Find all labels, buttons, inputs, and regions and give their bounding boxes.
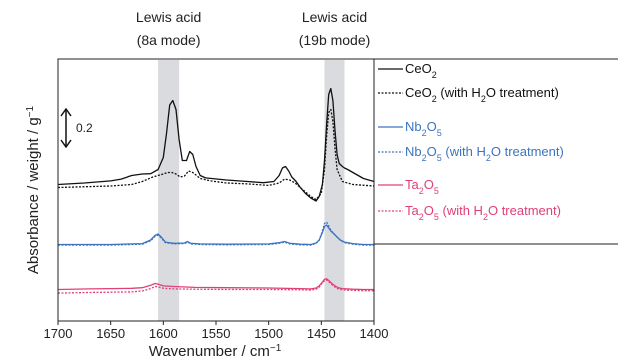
x-tick-label-1600: 1600	[149, 326, 178, 341]
x-tick-label-1550: 1550	[202, 326, 231, 341]
x-axis-ticks: 1700 1650 1600 1550 1500 1450 1400	[44, 321, 389, 341]
band-1	[158, 60, 180, 321]
band-label-2-line1: Lewis acid	[302, 9, 367, 25]
series-line-2	[57, 108, 375, 201]
x-tick-label-1400: 1400	[360, 326, 389, 341]
legend-label-4: Nb2O5 (with H2O treatment)	[405, 144, 564, 163]
highlight-bands	[158, 60, 345, 321]
band-label-2-line2: (19b mode)	[299, 32, 371, 48]
series-line-6	[57, 279, 374, 294]
series-line-5	[57, 278, 374, 291]
legend-label-5: Ta2O5	[405, 177, 439, 196]
scale-bar-label: 0.2	[76, 121, 93, 135]
band-label-1-line1: Lewis acid	[136, 9, 201, 25]
series-lines	[57, 87, 375, 294]
legend-label-2: CeO2 (with H2O treatment)	[405, 85, 559, 104]
scale-bar-arrow-up	[60, 107, 72, 117]
x-tick-label-1650: 1650	[96, 326, 125, 341]
scale-bar: 0.2	[60, 107, 93, 149]
series-line-4	[58, 221, 374, 246]
band-2	[324, 60, 345, 321]
band-label-1-line2: (8a mode)	[137, 32, 201, 48]
legend: CeO2 CeO2 (with H2O treatment) Nb2O5 Nb2O5 …	[374, 58, 618, 245]
series-line-1	[57, 87, 375, 202]
legend-label-3: Nb2O5	[405, 119, 442, 138]
legend-label-1: CeO2	[405, 61, 437, 80]
x-tick-label-1450: 1450	[307, 326, 336, 341]
x-axis-label: Wavenumber / cm−1	[149, 343, 282, 360]
x-tick-label-1700: 1700	[44, 326, 73, 341]
scale-bar-arrow-down	[60, 139, 72, 149]
legend-label-6: Ta2O5 (with H2O treatment)	[405, 203, 561, 222]
y-axis-label: Absorbance / weight / g−1	[25, 105, 43, 274]
band-labels: Lewis acid (8a mode) Lewis acid (19b mode)	[136, 9, 370, 48]
x-tick-label-1500: 1500	[254, 326, 283, 341]
